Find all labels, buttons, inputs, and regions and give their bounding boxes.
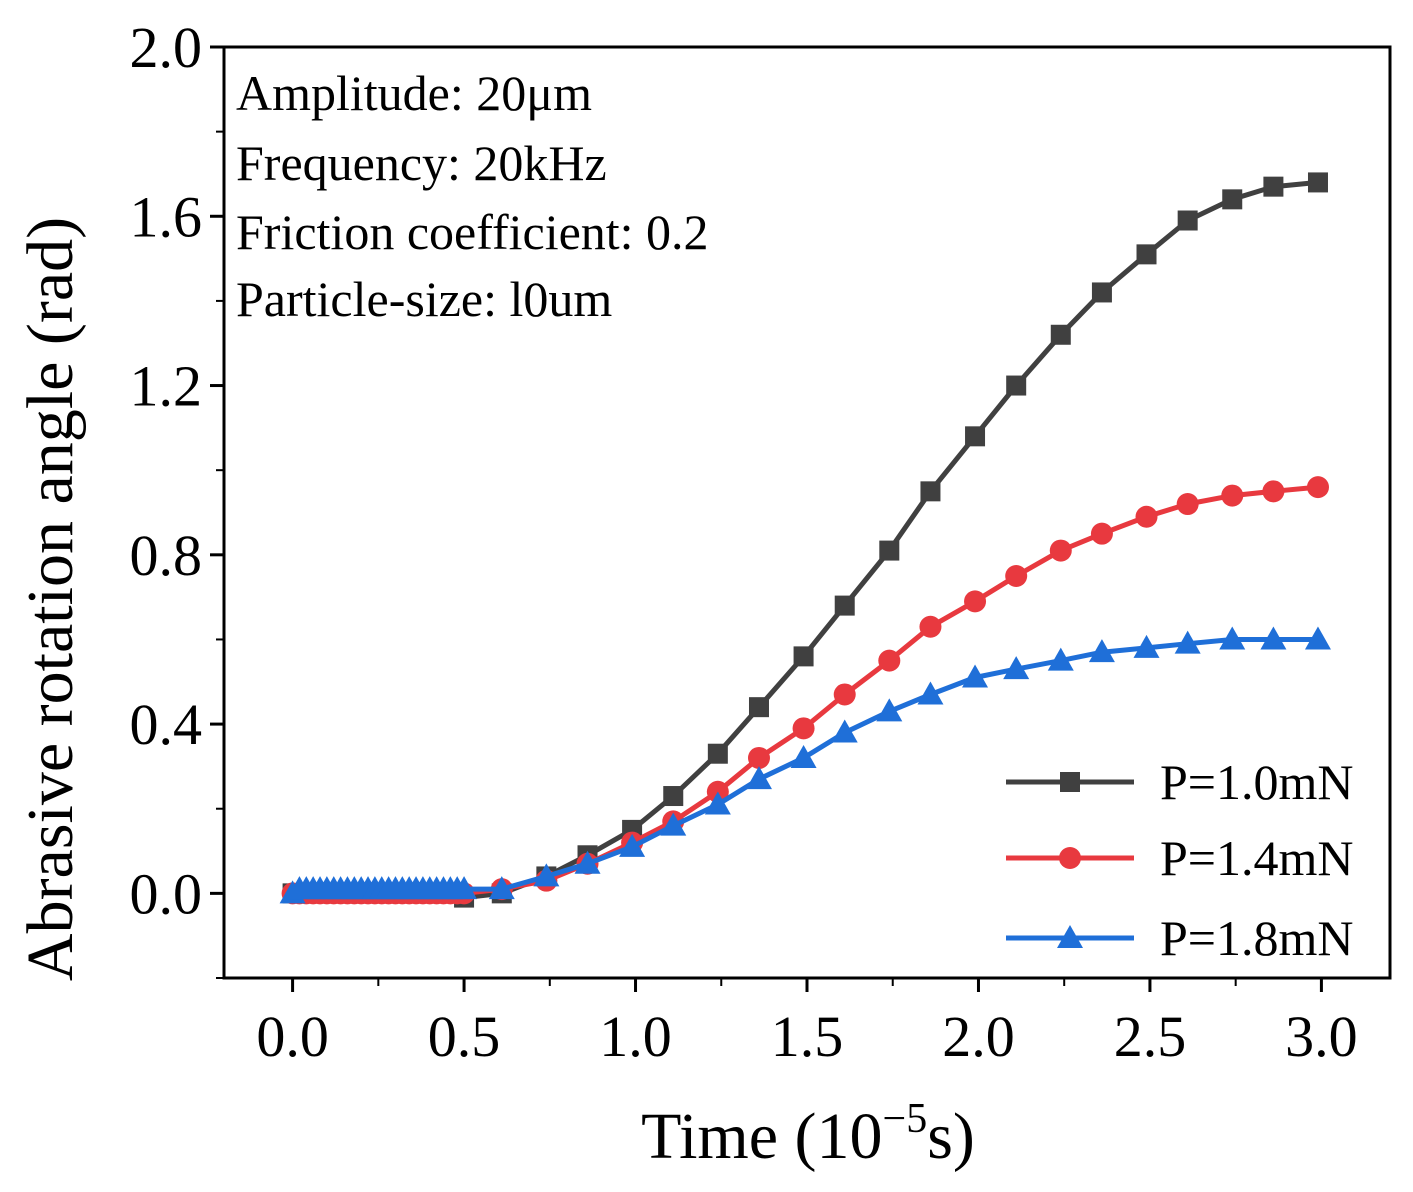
data-point [1005,564,1028,587]
y-tick-label: 1.2 [130,354,203,419]
y-axis: 0.0 0.4 0.8 1.2 1.6 2.0 [130,15,224,979]
x-axis-title-tail: s) [927,1100,975,1173]
legend-label: P=1.8mN [1160,910,1354,966]
series-3 [279,626,1331,904]
data-point [1304,626,1331,650]
legend-marker [1059,847,1081,869]
data-point [965,426,986,447]
data-point [964,590,987,613]
x-tick-label: 1.5 [771,1004,844,1069]
data-point [1174,630,1201,654]
data-point [1176,493,1199,516]
x-axis-title: Time (10−5s) [641,1096,975,1173]
annotation-friction: Friction coefficient: 0.2 [236,204,709,260]
legend-item-2: P=1.4mN [1006,830,1354,886]
y-tick-label: 1.6 [130,184,203,249]
data-point [1177,210,1198,231]
annotation-frequency: Frequency: 20kHz [236,135,607,191]
legend-item-1: P=1.0mN [1006,754,1354,810]
data-point [704,791,731,815]
data-point [1090,522,1113,545]
data-point [879,540,900,561]
data-point [1263,176,1284,197]
y-tick-label: 0.8 [130,523,203,588]
data-point [488,876,515,900]
data-point [451,876,478,900]
x-tick-label: 0.0 [256,1004,329,1069]
data-point [1306,476,1329,499]
legend-marker [1060,772,1080,792]
data-point [1219,626,1246,650]
data-point [747,746,770,769]
data-point [792,717,815,740]
y-tick-label: 0.4 [130,692,203,757]
data-point [1262,480,1285,503]
data-point [878,649,901,672]
x-tick-label: 3.0 [1285,1004,1358,1069]
data-point [748,697,769,718]
data-point [660,812,687,836]
data-point [917,681,944,705]
data-point [834,595,855,616]
legend-label: P=1.0mN [1160,754,1354,810]
data-point [619,833,646,857]
x-tick-label: 1.0 [599,1004,672,1069]
x-axis-title-sup: −5 [883,1096,928,1142]
data-point [533,863,560,887]
data-point [1135,505,1158,528]
data-point [1006,375,1027,396]
data-point [1091,282,1112,303]
y-axis-title: Abrasive rotation angle (rad) [14,217,87,981]
legend: P=1.0mN P=1.4mN P=1.8mN [1006,754,1354,966]
data-point [962,664,989,688]
data-point [1221,484,1244,507]
data-point [833,683,856,706]
legend-marker [1057,925,1083,948]
x-tick-label: 0.5 [428,1004,501,1069]
data-point [1136,244,1157,265]
series-group [279,172,1331,908]
data-point [1088,639,1115,663]
x-axis: 0.0 0.5 1.0 1.5 2.0 2.5 3.0 [256,978,1358,1069]
annotation-particle-size: Particle-size: l0um [236,271,612,327]
data-point [574,850,601,874]
annotation-amplitude: Amplitude: 20μm [236,65,592,121]
data-point [793,646,814,667]
data-point [1003,656,1030,680]
x-axis-title-main: Time (10 [641,1100,882,1173]
data-point [919,615,942,638]
data-point [1133,634,1160,658]
data-point [831,719,858,743]
data-point [1049,539,1072,562]
data-point [1047,647,1074,671]
data-point [1050,324,1071,345]
data-point [1222,189,1243,210]
data-point [663,786,684,807]
y-tick-label: 2.0 [130,15,203,80]
data-point [876,698,903,722]
legend-label: P=1.4mN [1160,830,1354,886]
data-point [1260,626,1287,650]
y-tick-label: 0.0 [130,861,203,926]
x-tick-label: 2.0 [942,1004,1015,1069]
data-point [790,744,817,768]
annotation-block: Amplitude: 20μm Frequency: 20kHz Frictio… [236,65,709,327]
data-point [745,766,772,790]
x-tick-label: 2.5 [1114,1004,1187,1069]
data-point [1307,172,1328,193]
data-point [707,743,728,764]
legend-item-3: P=1.8mN [1006,910,1354,966]
data-point [920,481,941,502]
